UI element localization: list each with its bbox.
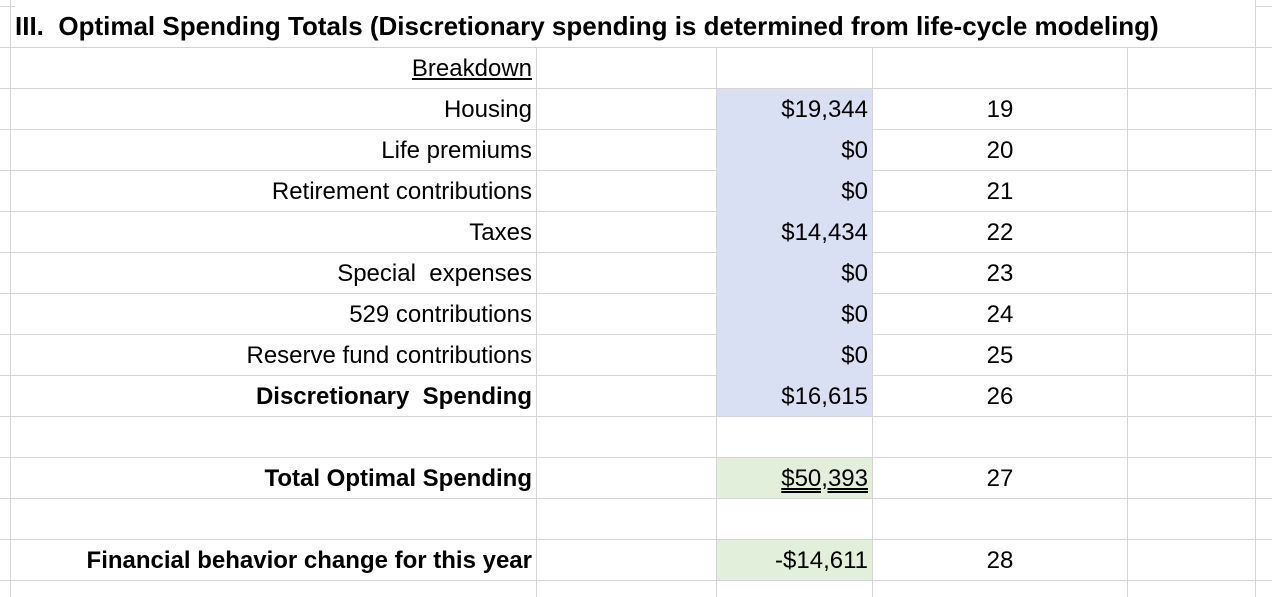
financial-behavior-change-value[interactable]: -$14,611 (775, 547, 868, 574)
row-label-special-expenses[interactable]: Special expenses (337, 260, 532, 287)
row-index[interactable]: 22 (986, 219, 1014, 246)
total-optimal-spending-value[interactable]: $50,393 (781, 465, 868, 492)
breakdown-header[interactable]: Breakdown (411, 55, 532, 82)
row-label-529-contributions[interactable]: 529 contributions (349, 301, 532, 328)
row-index[interactable]: 19 (986, 96, 1014, 123)
row-border (0, 498, 1272, 499)
row-index[interactable]: 28 (986, 547, 1014, 574)
column-border (1255, 0, 1256, 597)
section-title[interactable]: III. Optimal Spending Totals (Discretion… (15, 6, 1255, 46)
row-value-special-expenses[interactable]: $0 (841, 260, 868, 287)
column-border (716, 48, 717, 597)
row-border (0, 457, 1272, 458)
row-border (0, 129, 1272, 130)
row-index[interactable]: 25 (986, 342, 1014, 369)
total-optimal-spending-label[interactable]: Total Optimal Spending (264, 465, 532, 492)
row-border (0, 88, 1272, 89)
column-border (1127, 48, 1128, 597)
total-cell-fill (717, 458, 872, 498)
row-border (0, 170, 1272, 171)
row-value-housing[interactable]: $19,344 (781, 96, 868, 123)
row-border (0, 47, 1272, 48)
row-index[interactable]: 27 (986, 465, 1014, 492)
row-border (0, 211, 1272, 212)
column-border (10, 0, 11, 597)
column-border (536, 48, 537, 597)
column-border (872, 48, 873, 597)
row-index[interactable]: 21 (986, 178, 1014, 205)
row-label-life-premiums[interactable]: Life premiums (381, 137, 532, 164)
row-value-reserve-fund-contributions[interactable]: $0 (841, 342, 868, 369)
row-value-life-premiums[interactable]: $0 (841, 137, 868, 164)
row-value-retirement-contributions[interactable]: $0 (841, 178, 868, 205)
row-label-retirement-contributions[interactable]: Retirement contributions (271, 178, 532, 205)
row-value-discretionary-spending[interactable]: $16,615 (781, 383, 868, 410)
row-label-housing[interactable]: Housing (443, 96, 532, 123)
row-index[interactable]: 23 (986, 260, 1014, 287)
behavior-cell-fill (717, 540, 872, 580)
row-value-529-contributions[interactable]: $0 (841, 301, 868, 328)
row-label-taxes[interactable]: Taxes (469, 219, 532, 246)
row-index[interactable]: 26 (986, 383, 1014, 410)
row-value-taxes[interactable]: $14,434 (781, 219, 868, 246)
row-label-reserve-fund-contributions[interactable]: Reserve fund contributions (246, 342, 533, 369)
row-label-discretionary-spending[interactable]: Discretionary Spending (255, 383, 532, 410)
row-border (0, 539, 1272, 540)
row-border (0, 293, 1272, 294)
row-border (0, 252, 1272, 253)
row-border (0, 416, 1272, 417)
row-border (0, 334, 1272, 335)
input-cells-fill (717, 89, 872, 416)
row-index[interactable]: 20 (986, 137, 1014, 164)
row-index[interactable]: 24 (986, 301, 1014, 328)
financial-behavior-change-label[interactable]: Financial behavior change for this year (86, 547, 532, 574)
row-border (0, 580, 1272, 581)
row-border (0, 375, 1272, 376)
